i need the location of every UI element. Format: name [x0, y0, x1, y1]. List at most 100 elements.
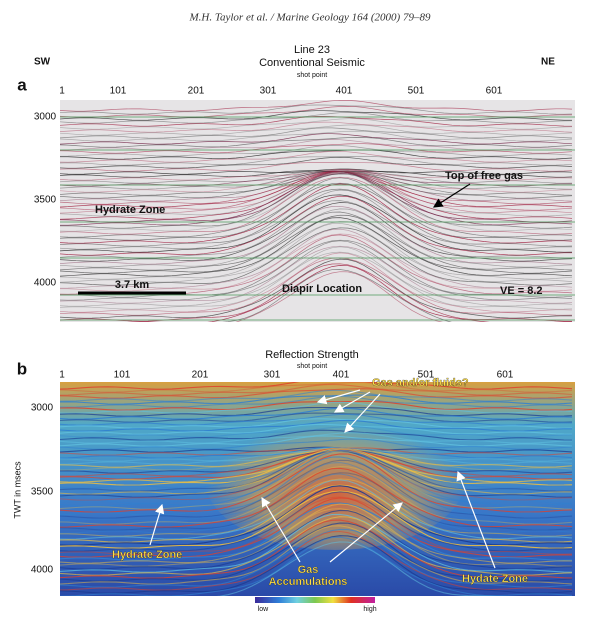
shot-point-label: 601	[497, 370, 514, 381]
texture	[60, 112, 573, 124]
texture	[60, 448, 573, 495]
texture	[60, 171, 573, 196]
texture	[60, 412, 573, 423]
texture	[60, 453, 573, 513]
texture	[60, 447, 573, 465]
texture	[60, 246, 573, 307]
citation: M.H. Taylor et al. / Marine Geology 164 …	[189, 12, 431, 24]
texture	[60, 462, 573, 522]
texture	[60, 182, 573, 241]
texture	[60, 516, 573, 576]
texture	[60, 194, 573, 253]
texture	[60, 171, 573, 232]
texture	[60, 466, 573, 525]
texture	[60, 188, 573, 247]
reflection-image	[60, 382, 575, 596]
texture	[60, 419, 572, 432]
panel-label: a	[17, 75, 27, 94]
texture	[60, 116, 573, 127]
texture	[60, 435, 573, 447]
texture	[60, 172, 573, 217]
texture	[60, 145, 573, 157]
texture	[60, 406, 573, 417]
texture	[60, 447, 573, 456]
texture	[235, 271, 443, 322]
texture	[60, 214, 573, 274]
texture	[60, 171, 573, 211]
grid-lines	[60, 116, 575, 321]
texture	[60, 522, 573, 582]
texture	[60, 426, 573, 438]
texture	[60, 383, 573, 396]
shot-point-label: 1	[59, 370, 65, 381]
texture	[60, 222, 573, 283]
texture	[60, 137, 573, 148]
texture	[60, 263, 572, 322]
texture	[60, 401, 573, 414]
texture	[60, 143, 573, 154]
shot-point-label: 101	[110, 86, 127, 97]
annotation: Diapir Location	[282, 283, 362, 295]
texture	[60, 173, 573, 229]
texture	[60, 245, 573, 304]
texture	[60, 170, 573, 178]
panel-label: b	[17, 359, 27, 378]
texture	[60, 394, 573, 405]
texture	[60, 497, 573, 558]
texture	[60, 176, 573, 235]
shot-point-label: 401	[336, 86, 353, 97]
texture	[60, 382, 573, 393]
texture	[60, 130, 573, 142]
texture	[60, 447, 573, 471]
texture	[60, 536, 573, 596]
texture	[60, 456, 573, 516]
texture	[60, 447, 573, 459]
texture	[60, 251, 573, 310]
texture	[222, 269, 452, 322]
arrow	[432, 183, 471, 208]
line-name: Line 23	[294, 44, 330, 56]
texture	[126, 265, 573, 322]
texture	[60, 169, 573, 181]
texture	[60, 208, 573, 268]
annotation: VE = 8.2	[500, 285, 543, 297]
texture	[60, 233, 573, 292]
texture	[60, 150, 573, 163]
texture	[60, 217, 573, 277]
texture	[60, 407, 573, 420]
texture	[60, 530, 573, 591]
texture	[60, 503, 573, 564]
twt-tick-label: 4000	[31, 565, 54, 576]
texture	[60, 525, 573, 585]
annotation: Hydate Zone	[462, 573, 528, 585]
shot-point-label: 301	[260, 86, 277, 97]
texture	[60, 171, 573, 214]
texture	[60, 156, 573, 169]
texture	[60, 509, 573, 570]
texture	[60, 400, 573, 411]
annotation: Gas	[298, 564, 319, 576]
direction-right: NE	[541, 57, 555, 68]
texture	[60, 459, 573, 519]
texture	[60, 438, 573, 450]
texture	[60, 450, 573, 504]
texture	[60, 513, 573, 573]
texture	[60, 149, 573, 160]
texture	[60, 472, 573, 531]
texture	[60, 239, 573, 298]
texture	[60, 473, 573, 534]
texture	[60, 183, 573, 244]
texture	[60, 171, 573, 202]
twt-tick-label: 3000	[31, 403, 54, 414]
texture	[60, 173, 573, 223]
texture	[60, 485, 573, 546]
texture	[60, 491, 573, 552]
panel-title: Reflection Strength	[265, 349, 359, 361]
texture	[60, 423, 573, 435]
texture	[60, 432, 573, 444]
texture	[60, 484, 573, 543]
texture	[60, 257, 573, 316]
texture	[216, 541, 498, 596]
texture	[60, 228, 573, 289]
colorbar-label: high	[363, 606, 376, 613]
